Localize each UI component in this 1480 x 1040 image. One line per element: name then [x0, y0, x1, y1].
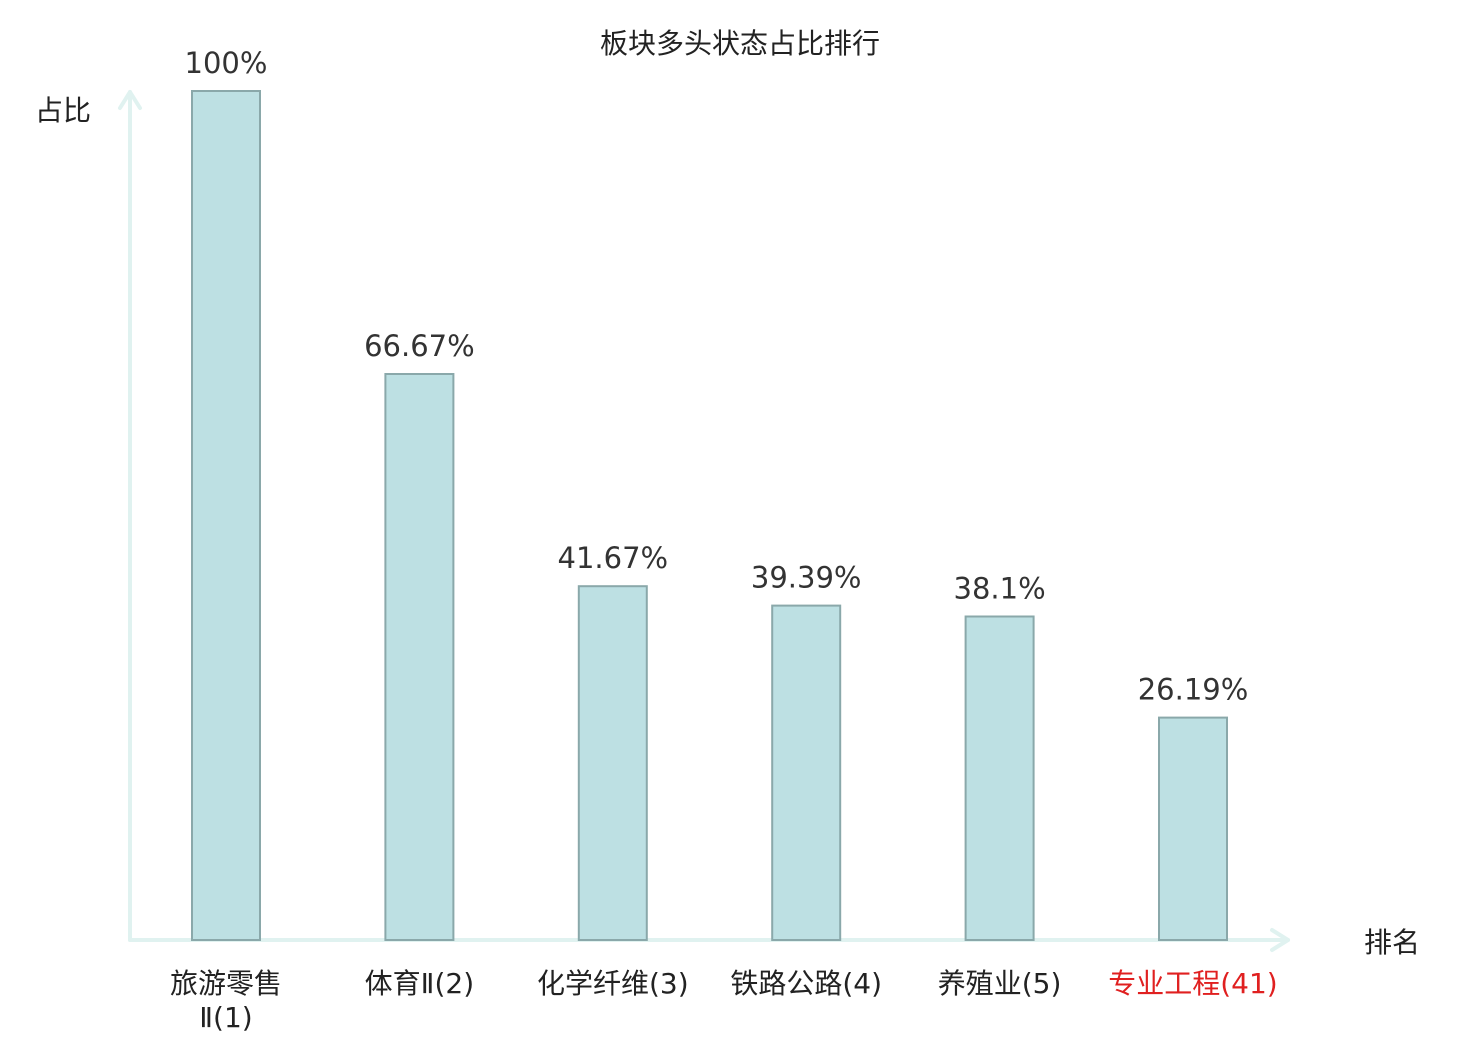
value-label-2: 66.67% [364, 329, 475, 363]
y-axis-arrow [118, 90, 142, 110]
x-axis-arrow [1270, 928, 1290, 952]
bar-5 [964, 615, 1035, 941]
bar-3 [577, 585, 648, 941]
category-label-3: 化学纤维(3) [537, 967, 689, 1000]
value-label-5: 38.1% [954, 572, 1046, 606]
bar-2 [384, 373, 455, 941]
x-axis-label: 排名 [1364, 926, 1420, 959]
value-label-6: 26.19% [1138, 673, 1249, 707]
category-label-1-line-2: Ⅱ(1) [199, 1001, 252, 1034]
value-labels: 100% 66.67% 41.67% 39.39% 38.1% 26.19% [185, 46, 1249, 707]
value-label-1: 100% [185, 46, 268, 80]
chart-title: 板块多头状态占比排行 [600, 27, 880, 60]
bar-series [191, 90, 1228, 941]
category-label-2: 体育Ⅱ(2) [365, 967, 474, 1000]
bar-4 [771, 604, 842, 941]
bar-1 [191, 90, 261, 941]
category-label-4: 铁路公路(4) [730, 967, 882, 1000]
category-label-1-line-1: 旅游零售 [170, 967, 282, 1000]
y-axis-label: 占比 [35, 94, 91, 127]
category-label-5: 养殖业(5) [938, 967, 1062, 1000]
value-label-3: 41.67% [558, 541, 669, 575]
bar-6 [1158, 716, 1228, 941]
value-label-4: 39.39% [751, 561, 862, 595]
category-label-6: 专业工程(41) [1108, 967, 1277, 1000]
